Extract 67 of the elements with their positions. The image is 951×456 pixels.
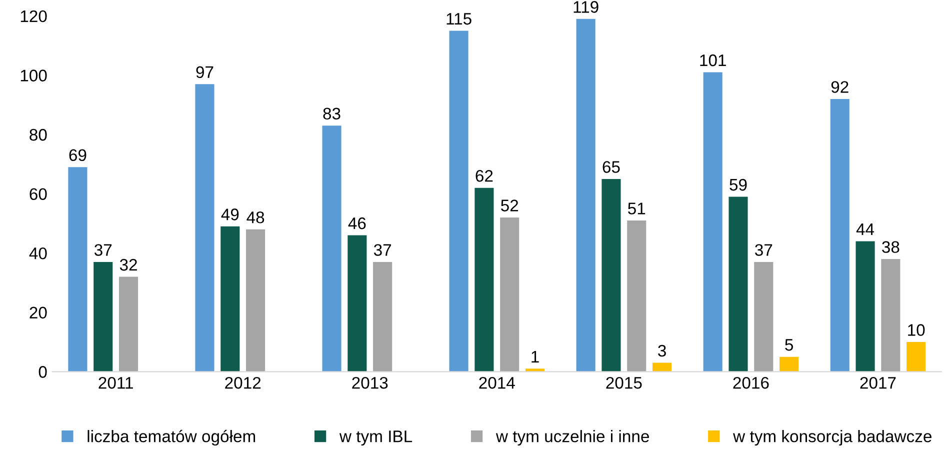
bar — [500, 218, 520, 372]
bar — [856, 241, 875, 372]
bar — [246, 229, 266, 372]
bar — [118, 276, 138, 372]
y-tick-label: 40 — [29, 247, 47, 260]
bar — [474, 188, 494, 372]
y-tick-label: 100 — [20, 70, 47, 82]
y-tick-label: 0 — [38, 366, 47, 378]
x-tick-label: 2011 — [98, 376, 133, 389]
y-tick-label: 20 — [30, 306, 47, 319]
data-label: 115 — [446, 13, 472, 25]
bar — [906, 342, 926, 372]
data-label: 92 — [831, 81, 848, 93]
data-label: 62 — [476, 170, 493, 182]
data-label: 3 — [658, 344, 666, 357]
data-label: 38 — [882, 241, 900, 253]
data-label: 119 — [574, 1, 598, 13]
bar — [728, 196, 748, 372]
bar — [830, 98, 850, 372]
data-label: 51 — [628, 202, 646, 214]
data-label: 52 — [501, 200, 518, 212]
bar — [780, 356, 799, 372]
bar — [220, 226, 240, 372]
x-tick-label: 2012 — [225, 376, 261, 389]
bar — [576, 18, 596, 372]
data-label: 97 — [196, 66, 214, 78]
data-label: 59 — [730, 178, 747, 191]
bar — [703, 72, 722, 372]
x-tick-label: 2017 — [860, 376, 896, 389]
x-tick-label: 2014 — [479, 376, 515, 389]
bar — [449, 30, 468, 372]
legend-label: w tym IBL — [339, 430, 412, 446]
legend-label: w tym konsorcja badawcze — [733, 430, 932, 446]
bar — [68, 167, 88, 372]
x-tick-label: 2015 — [606, 376, 642, 389]
data-label: 48 — [246, 211, 264, 224]
data-label: 32 — [120, 258, 137, 271]
bar — [322, 126, 342, 372]
bar — [754, 262, 774, 372]
bar — [627, 220, 646, 372]
bar — [602, 178, 621, 372]
data-label: 101 — [700, 54, 726, 66]
data-label: 46 — [348, 217, 366, 230]
data-label: 37 — [755, 244, 772, 256]
data-label: 37 — [374, 244, 392, 256]
legend-label: w tym uczelnie i inne — [496, 430, 649, 446]
y-tick-label: 60 — [30, 188, 47, 200]
data-label: 10 — [908, 324, 925, 336]
data-label: 83 — [323, 108, 340, 120]
legend-label: liczba tematów ogółem — [88, 430, 256, 446]
data-label: 5 — [785, 339, 793, 351]
bar — [195, 84, 214, 372]
bar — [373, 262, 392, 372]
bar — [652, 362, 672, 372]
y-tick-label: 80 — [30, 128, 47, 141]
bar — [881, 259, 900, 372]
data-label: 44 — [856, 224, 874, 235]
data-label: 1 — [532, 350, 539, 362]
bar — [348, 235, 367, 372]
bar — [94, 262, 113, 372]
x-tick-label: 2013 — [352, 376, 388, 389]
x-tick-label: 2016 — [733, 376, 769, 389]
y-tick-label: 120 — [20, 10, 47, 22]
data-label: 49 — [221, 208, 239, 220]
data-label: 69 — [69, 149, 86, 162]
data-label: 65 — [602, 161, 620, 173]
data-label: 37 — [94, 244, 112, 256]
